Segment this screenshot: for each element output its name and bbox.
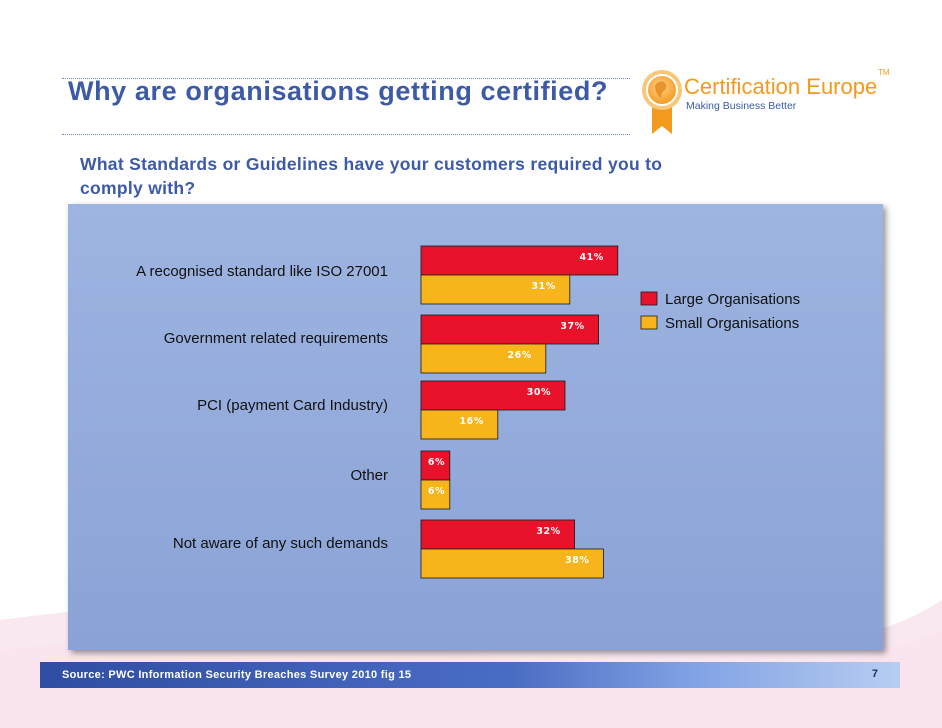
logo-name: Certification Europe — [684, 74, 878, 99]
logo-tagline: Making Business Better — [686, 100, 797, 112]
bar-chart: A recognised standard like ISO 27001 Gove… — [136, 245, 800, 579]
category-label: Other — [350, 467, 388, 484]
data-label: 30% — [527, 387, 551, 398]
bar-small-organisations — [420, 274, 571, 305]
rosette-icon — [642, 70, 682, 134]
footer-bar: Source: PWC Information Security Breache… — [40, 662, 900, 688]
data-label: 31% — [532, 281, 556, 292]
legend-label-large: Large Organisations — [665, 291, 800, 308]
bar-large-organisations — [420, 519, 576, 550]
legend-swatch-large — [640, 291, 658, 306]
category-label: Not aware of any such demands — [173, 535, 388, 552]
category-label: PCI (payment Card Industry) — [197, 397, 388, 414]
slide-subtitle: What Standards or Guidelines have your c… — [80, 154, 663, 198]
bar-large-organisations — [420, 450, 451, 481]
bar-large-organisations — [420, 314, 600, 345]
bar-small-organisations — [420, 479, 451, 510]
category-label: A recognised standard like ISO 27001 — [136, 263, 388, 280]
legend-swatch-small — [640, 315, 658, 330]
data-label: 38% — [565, 555, 589, 566]
bar-small-organisations — [420, 548, 604, 579]
data-label: 32% — [536, 526, 560, 537]
legend-label-small: Small Organisations — [665, 315, 799, 332]
source-note: Source: PWC Information Security Breache… — [62, 669, 412, 681]
chart-panel: A recognised standard like ISO 27001 Gove… — [68, 204, 883, 650]
data-label: 41% — [580, 252, 604, 263]
bar-large-organisations — [420, 380, 566, 411]
category-label: Government related requirements — [164, 330, 388, 347]
data-label: 6% — [428, 457, 445, 468]
bar-small-organisations — [420, 343, 547, 374]
certification-europe-logo: Certification Europe Making Business Bet… — [640, 66, 900, 138]
title-rule-bottom — [62, 134, 630, 135]
data-label: 16% — [460, 416, 484, 427]
data-label: 37% — [560, 321, 584, 332]
data-label: 26% — [508, 350, 532, 361]
data-label: 6% — [428, 486, 445, 497]
page-number: 7 — [871, 668, 878, 680]
bar-small-organisations — [420, 409, 499, 440]
logo-trademark: TM — [878, 68, 890, 77]
title-rule-top — [62, 78, 630, 79]
slide-title: Why are organisations getting certified? — [68, 76, 609, 106]
